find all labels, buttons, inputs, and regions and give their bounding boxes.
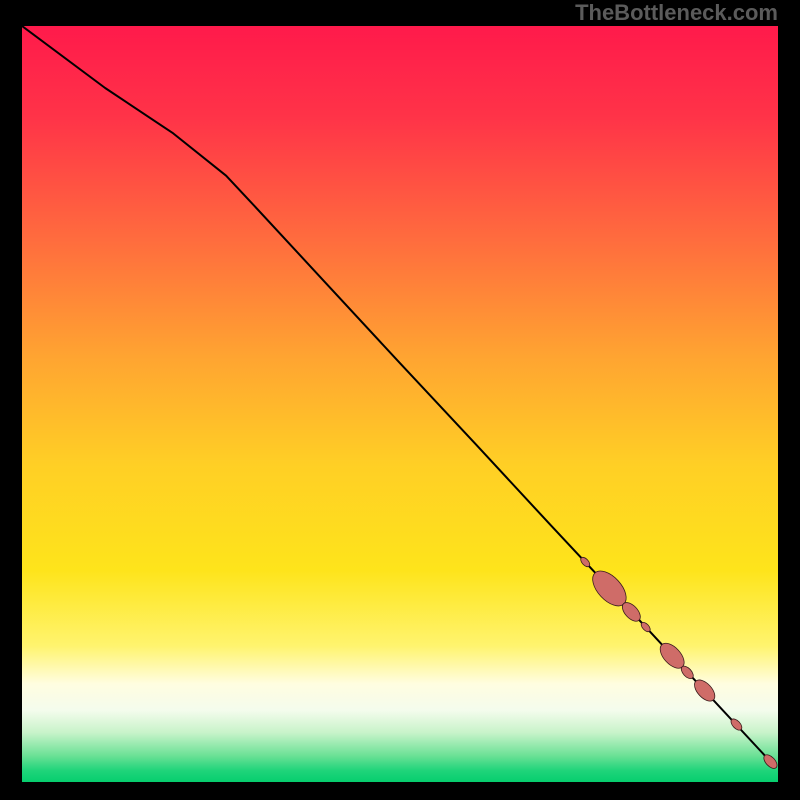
chart-background: [22, 26, 778, 782]
chart-svg: [22, 26, 778, 782]
watermark-text: TheBottleneck.com: [575, 0, 778, 26]
chart-plot-area: [22, 26, 778, 782]
